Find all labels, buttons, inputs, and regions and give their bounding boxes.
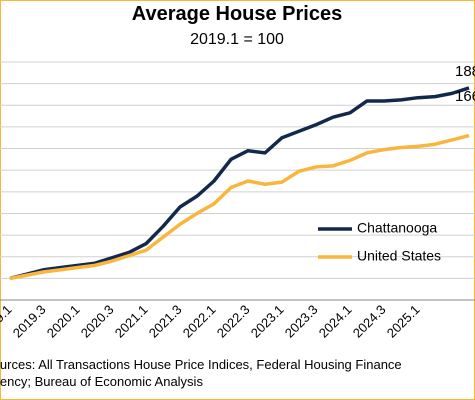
legend-label: United States — [357, 248, 441, 264]
legend-label: Chattanooga — [357, 220, 437, 236]
data-line — [9, 86, 470, 281]
chart-subtitle: 2019.1 = 100 — [190, 31, 284, 48]
data-line — [9, 133, 470, 281]
end-label: 166 — [455, 88, 475, 105]
chart-title: Average House Prices — [132, 3, 342, 25]
source-note: Agency; Bureau of Economic Analysis — [0, 374, 203, 389]
source-note: Sources: All Transactions House Price In… — [0, 357, 402, 372]
end-label: 188 — [455, 63, 475, 80]
